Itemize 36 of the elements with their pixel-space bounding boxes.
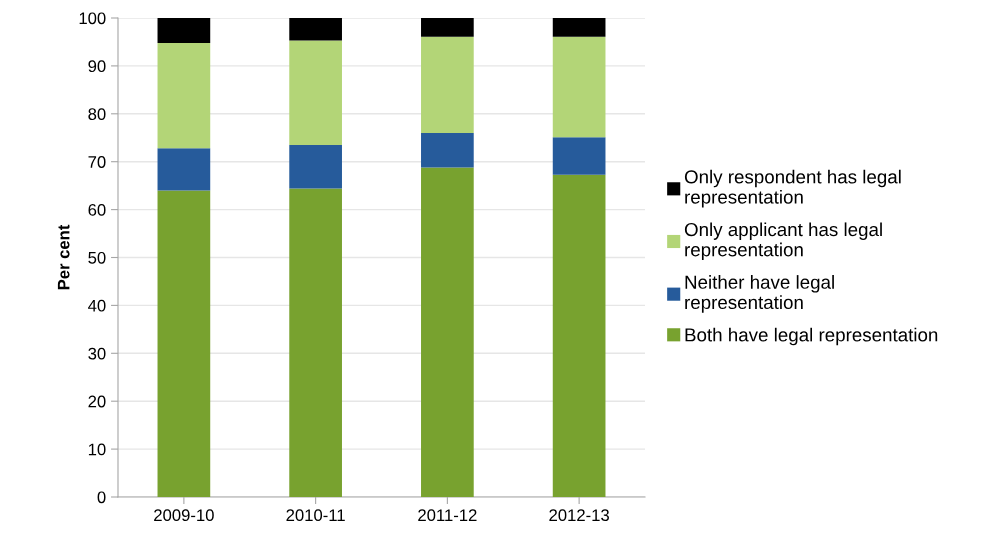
x-tick-label: 2009-10 bbox=[154, 509, 214, 522]
y-tick-label: 90 bbox=[88, 60, 106, 73]
bar bbox=[552, 36, 606, 138]
legend-label: Neither have legal representation bbox=[685, 275, 834, 313]
y-tick-label: 100 bbox=[79, 12, 106, 25]
y-tick-label: 60 bbox=[88, 204, 106, 216]
y-tick-label: 30 bbox=[88, 347, 106, 360]
x-tick-label: 2010-11 bbox=[286, 509, 345, 522]
y-axis-title: Per cent bbox=[57, 224, 70, 290]
y-tick-label: 80 bbox=[88, 108, 106, 120]
bar bbox=[421, 132, 474, 168]
bar bbox=[552, 137, 606, 175]
legend-label: Both have legal representation bbox=[685, 327, 938, 346]
x-tick-label: 2011-12 bbox=[418, 509, 477, 522]
bar bbox=[157, 148, 211, 191]
bar bbox=[157, 18, 211, 43]
legend-label: Only applicant has legal representation bbox=[684, 222, 882, 261]
bar bbox=[552, 174, 606, 497]
bar bbox=[289, 188, 342, 497]
y-tick-label: 50 bbox=[88, 251, 106, 264]
bar bbox=[552, 18, 606, 37]
y-tick-label: 0 bbox=[97, 491, 106, 504]
bar bbox=[421, 36, 474, 133]
bar bbox=[289, 40, 342, 145]
y-tick-label: 40 bbox=[88, 299, 106, 312]
bar bbox=[157, 190, 211, 497]
bar bbox=[289, 144, 342, 189]
bar bbox=[289, 18, 342, 41]
bar bbox=[421, 167, 474, 497]
legend-label: Only respondent has legal representation bbox=[684, 169, 901, 208]
y-tick-label: 20 bbox=[88, 395, 106, 408]
x-tick-label: 2012-13 bbox=[549, 509, 609, 522]
bar bbox=[157, 42, 211, 149]
y-tick-label: 10 bbox=[88, 443, 106, 456]
y-tick-label: 70 bbox=[88, 156, 106, 168]
bar bbox=[421, 18, 474, 37]
